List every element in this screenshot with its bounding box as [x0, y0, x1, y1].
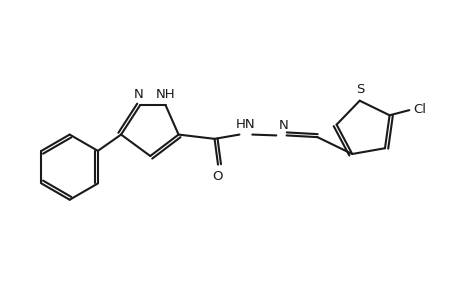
- Text: S: S: [356, 82, 364, 96]
- Text: O: O: [212, 170, 223, 183]
- Text: Cl: Cl: [413, 103, 425, 116]
- Text: N: N: [134, 88, 144, 101]
- Text: N: N: [279, 119, 288, 132]
- Text: HN: HN: [235, 118, 255, 131]
- Text: NH: NH: [156, 88, 175, 101]
